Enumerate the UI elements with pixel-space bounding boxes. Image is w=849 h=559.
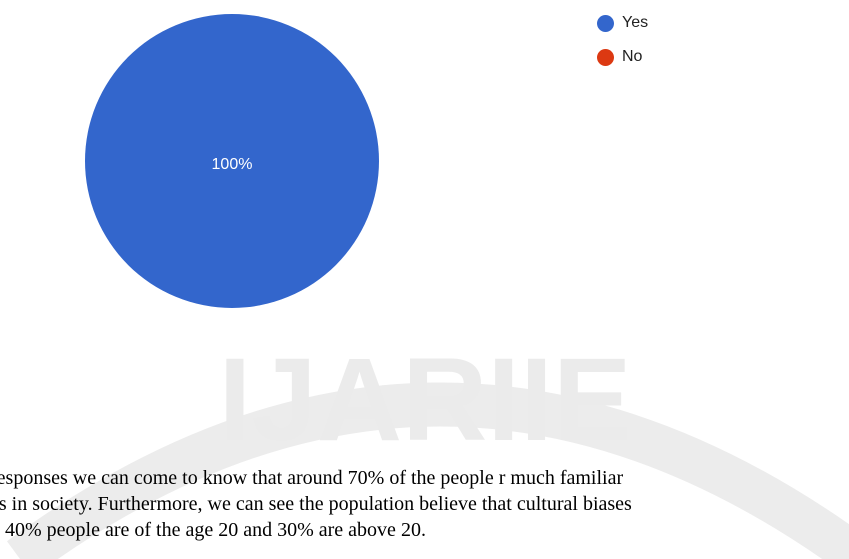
legend: Yes No xyxy=(597,12,648,80)
pie-data-label: 100% xyxy=(212,156,253,173)
body-line-1: responses we can come to know that aroun… xyxy=(0,467,624,489)
legend-dot-no xyxy=(597,48,614,66)
body-line-2: es in society. Furthermore, we can see t… xyxy=(0,493,632,515)
legend-label-yes: Yes xyxy=(622,14,649,31)
legend-item-no[interactable]: No xyxy=(597,46,648,68)
pie-slice-yes[interactable] xyxy=(85,14,379,308)
legend-label-no: No xyxy=(622,48,643,65)
body-line-3: d 40% people are of the age 20 and 30% a… xyxy=(0,519,426,541)
watermark-text: IJARIIE xyxy=(218,334,631,466)
watermark-arc xyxy=(6,382,849,559)
pie-slices xyxy=(85,14,379,308)
legend-item-yes[interactable]: Yes xyxy=(597,12,648,34)
legend-dot-yes xyxy=(597,14,614,32)
body-paragraph: responses we can come to know that aroun… xyxy=(0,465,849,543)
